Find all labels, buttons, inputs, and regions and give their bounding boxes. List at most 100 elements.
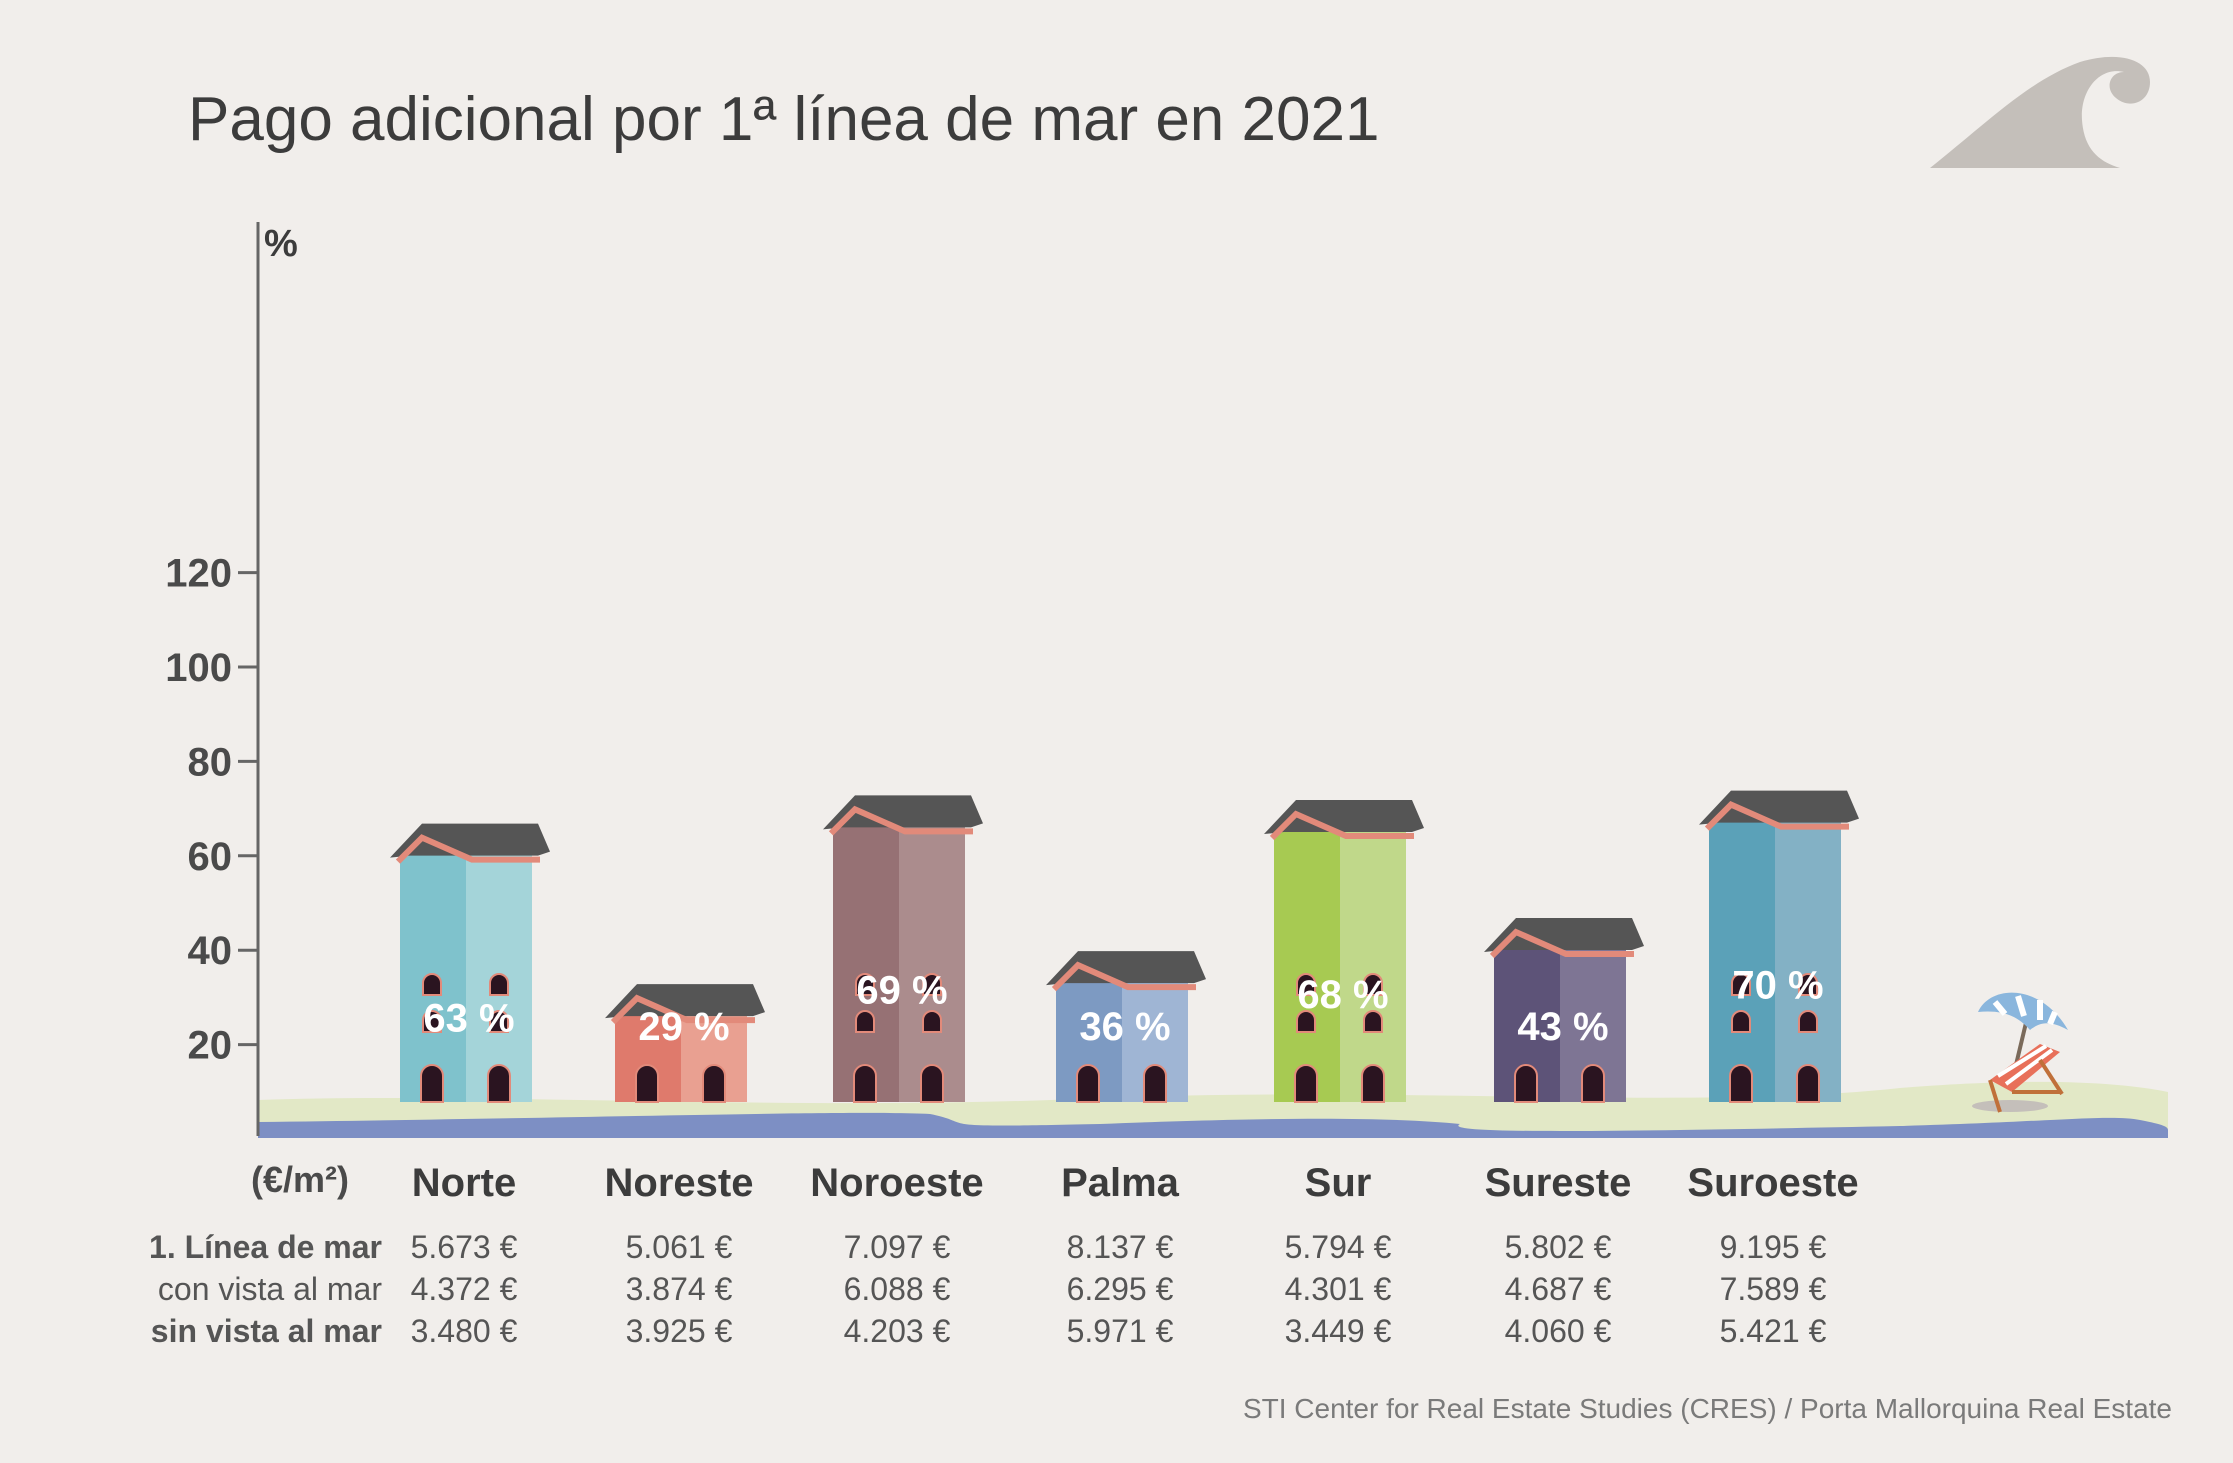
bar-value-label: 36 % — [1079, 1005, 1170, 1049]
door — [920, 1064, 944, 1103]
price-value: 7.097 € — [844, 1229, 951, 1265]
bar: 29 % — [605, 984, 765, 1103]
price-value: 4.687 € — [1505, 1271, 1612, 1307]
roof — [1699, 790, 1859, 825]
window — [1296, 973, 1316, 996]
bar-value-label: 43 % — [1517, 1005, 1608, 1049]
roof — [1264, 800, 1424, 835]
bar: 70 % — [1699, 790, 1859, 1103]
price-table: 1. Línea de mar 5.673 € 5.061 € 7.097 € 8.13… — [149, 1229, 1827, 1349]
price-value: 7.589 € — [1720, 1271, 1827, 1307]
roof-trim — [1269, 810, 1414, 841]
door — [1143, 1064, 1167, 1103]
price-value: 3.480 € — [411, 1313, 518, 1349]
bar: 63 % — [390, 823, 550, 1103]
bar: 69 % — [823, 795, 983, 1103]
roof — [390, 823, 550, 858]
bar-right-face — [899, 825, 965, 1102]
bar: 36 % — [1046, 951, 1206, 1103]
bar-value-label: 69 % — [856, 968, 947, 1012]
bar-right-face — [1340, 830, 1406, 1102]
y-axis: % 20 40 60 80 100 120 — [165, 222, 298, 1136]
price-value: 4.301 € — [1285, 1271, 1392, 1307]
door — [487, 1064, 511, 1103]
bar-left-face — [1709, 820, 1775, 1102]
price-row-label: sin vista al mar — [151, 1313, 382, 1349]
window — [1731, 1010, 1751, 1033]
door — [702, 1064, 726, 1103]
source-note: STI Center for Real Estate Studies (CRES… — [1243, 1393, 2172, 1424]
category-label: Palma — [1061, 1161, 1180, 1205]
price-value: 5.673 € — [411, 1229, 518, 1265]
window — [1731, 973, 1751, 996]
door — [1729, 1064, 1753, 1103]
bar-left-face — [833, 825, 899, 1102]
window — [922, 973, 942, 996]
window — [422, 1010, 442, 1033]
window — [422, 973, 442, 996]
category-label: Noroeste — [810, 1161, 983, 1205]
price-value: 3.925 € — [626, 1313, 733, 1349]
chart-title: Pago adicional por 1ª línea de mar en 20… — [188, 85, 1379, 154]
bar-value-label: 68 % — [1297, 973, 1388, 1017]
y-tick-label: 100 — [165, 646, 232, 690]
window — [1798, 1010, 1818, 1033]
door — [635, 1064, 659, 1103]
window — [1363, 1010, 1383, 1033]
category-label: Norte — [412, 1161, 516, 1205]
door — [420, 1064, 444, 1103]
price-row-label: con vista al mar — [158, 1271, 382, 1307]
roof-trim — [1051, 961, 1196, 992]
door — [853, 1064, 877, 1103]
price-value: 6.088 € — [844, 1271, 951, 1307]
roof — [1046, 951, 1206, 986]
price-value: 5.061 € — [626, 1229, 733, 1265]
deck-chair-icon — [1972, 1044, 2064, 1113]
roof-trim — [610, 994, 755, 1025]
price-value: 3.874 € — [626, 1271, 733, 1307]
price-value: 5.971 € — [1067, 1313, 1174, 1349]
roof-trim — [1489, 928, 1634, 959]
price-value: 8.137 € — [1067, 1229, 1174, 1265]
door — [1581, 1064, 1605, 1103]
category-label: Sur — [1305, 1161, 1372, 1205]
price-value: 4.372 € — [411, 1271, 518, 1307]
window — [489, 973, 509, 996]
price-value: 4.203 € — [844, 1313, 951, 1349]
price-value: 9.195 € — [1720, 1229, 1827, 1265]
bar: 68 % — [1264, 800, 1424, 1103]
price-row-label: 1. Línea de mar — [149, 1229, 382, 1265]
bar: 43 % — [1484, 918, 1644, 1103]
y-tick-label: 80 — [188, 740, 233, 784]
price-value: 4.060 € — [1505, 1313, 1612, 1349]
bars: 63 % 29 % 69 % 36 % 68 % 43 % 70 % — [390, 790, 1859, 1103]
window — [855, 973, 875, 996]
roof-trim — [828, 805, 973, 836]
bar-value-label: 63 % — [423, 997, 514, 1041]
price-value: 5.794 € — [1285, 1229, 1392, 1265]
y-tick-label: 40 — [188, 929, 233, 973]
category-label: Suroeste — [1687, 1161, 1858, 1205]
wave-icon — [1930, 56, 2150, 168]
price-value: 5.802 € — [1505, 1229, 1612, 1265]
category-labels: Norte Noreste Noroeste Palma Sur Sureste Suroe… — [412, 1161, 1859, 1205]
sea-strip — [258, 1112, 2168, 1138]
bar-value-label: 70 % — [1732, 964, 1823, 1008]
y-axis-unit-label: % — [264, 223, 298, 265]
roof — [605, 984, 765, 1019]
category-label: Sureste — [1485, 1161, 1632, 1205]
door — [1514, 1064, 1538, 1103]
price-unit-label: (€/m²) — [251, 1159, 349, 1200]
door — [1361, 1064, 1385, 1103]
bar-right-face — [1775, 820, 1841, 1102]
door — [1294, 1064, 1318, 1103]
y-tick-label: 120 — [165, 552, 232, 596]
price-value: 6.295 € — [1067, 1271, 1174, 1307]
window — [922, 1010, 942, 1033]
roof — [823, 795, 983, 830]
window — [1363, 973, 1383, 996]
roof — [1484, 918, 1644, 953]
y-tick-label: 60 — [188, 835, 233, 879]
window — [1798, 973, 1818, 996]
